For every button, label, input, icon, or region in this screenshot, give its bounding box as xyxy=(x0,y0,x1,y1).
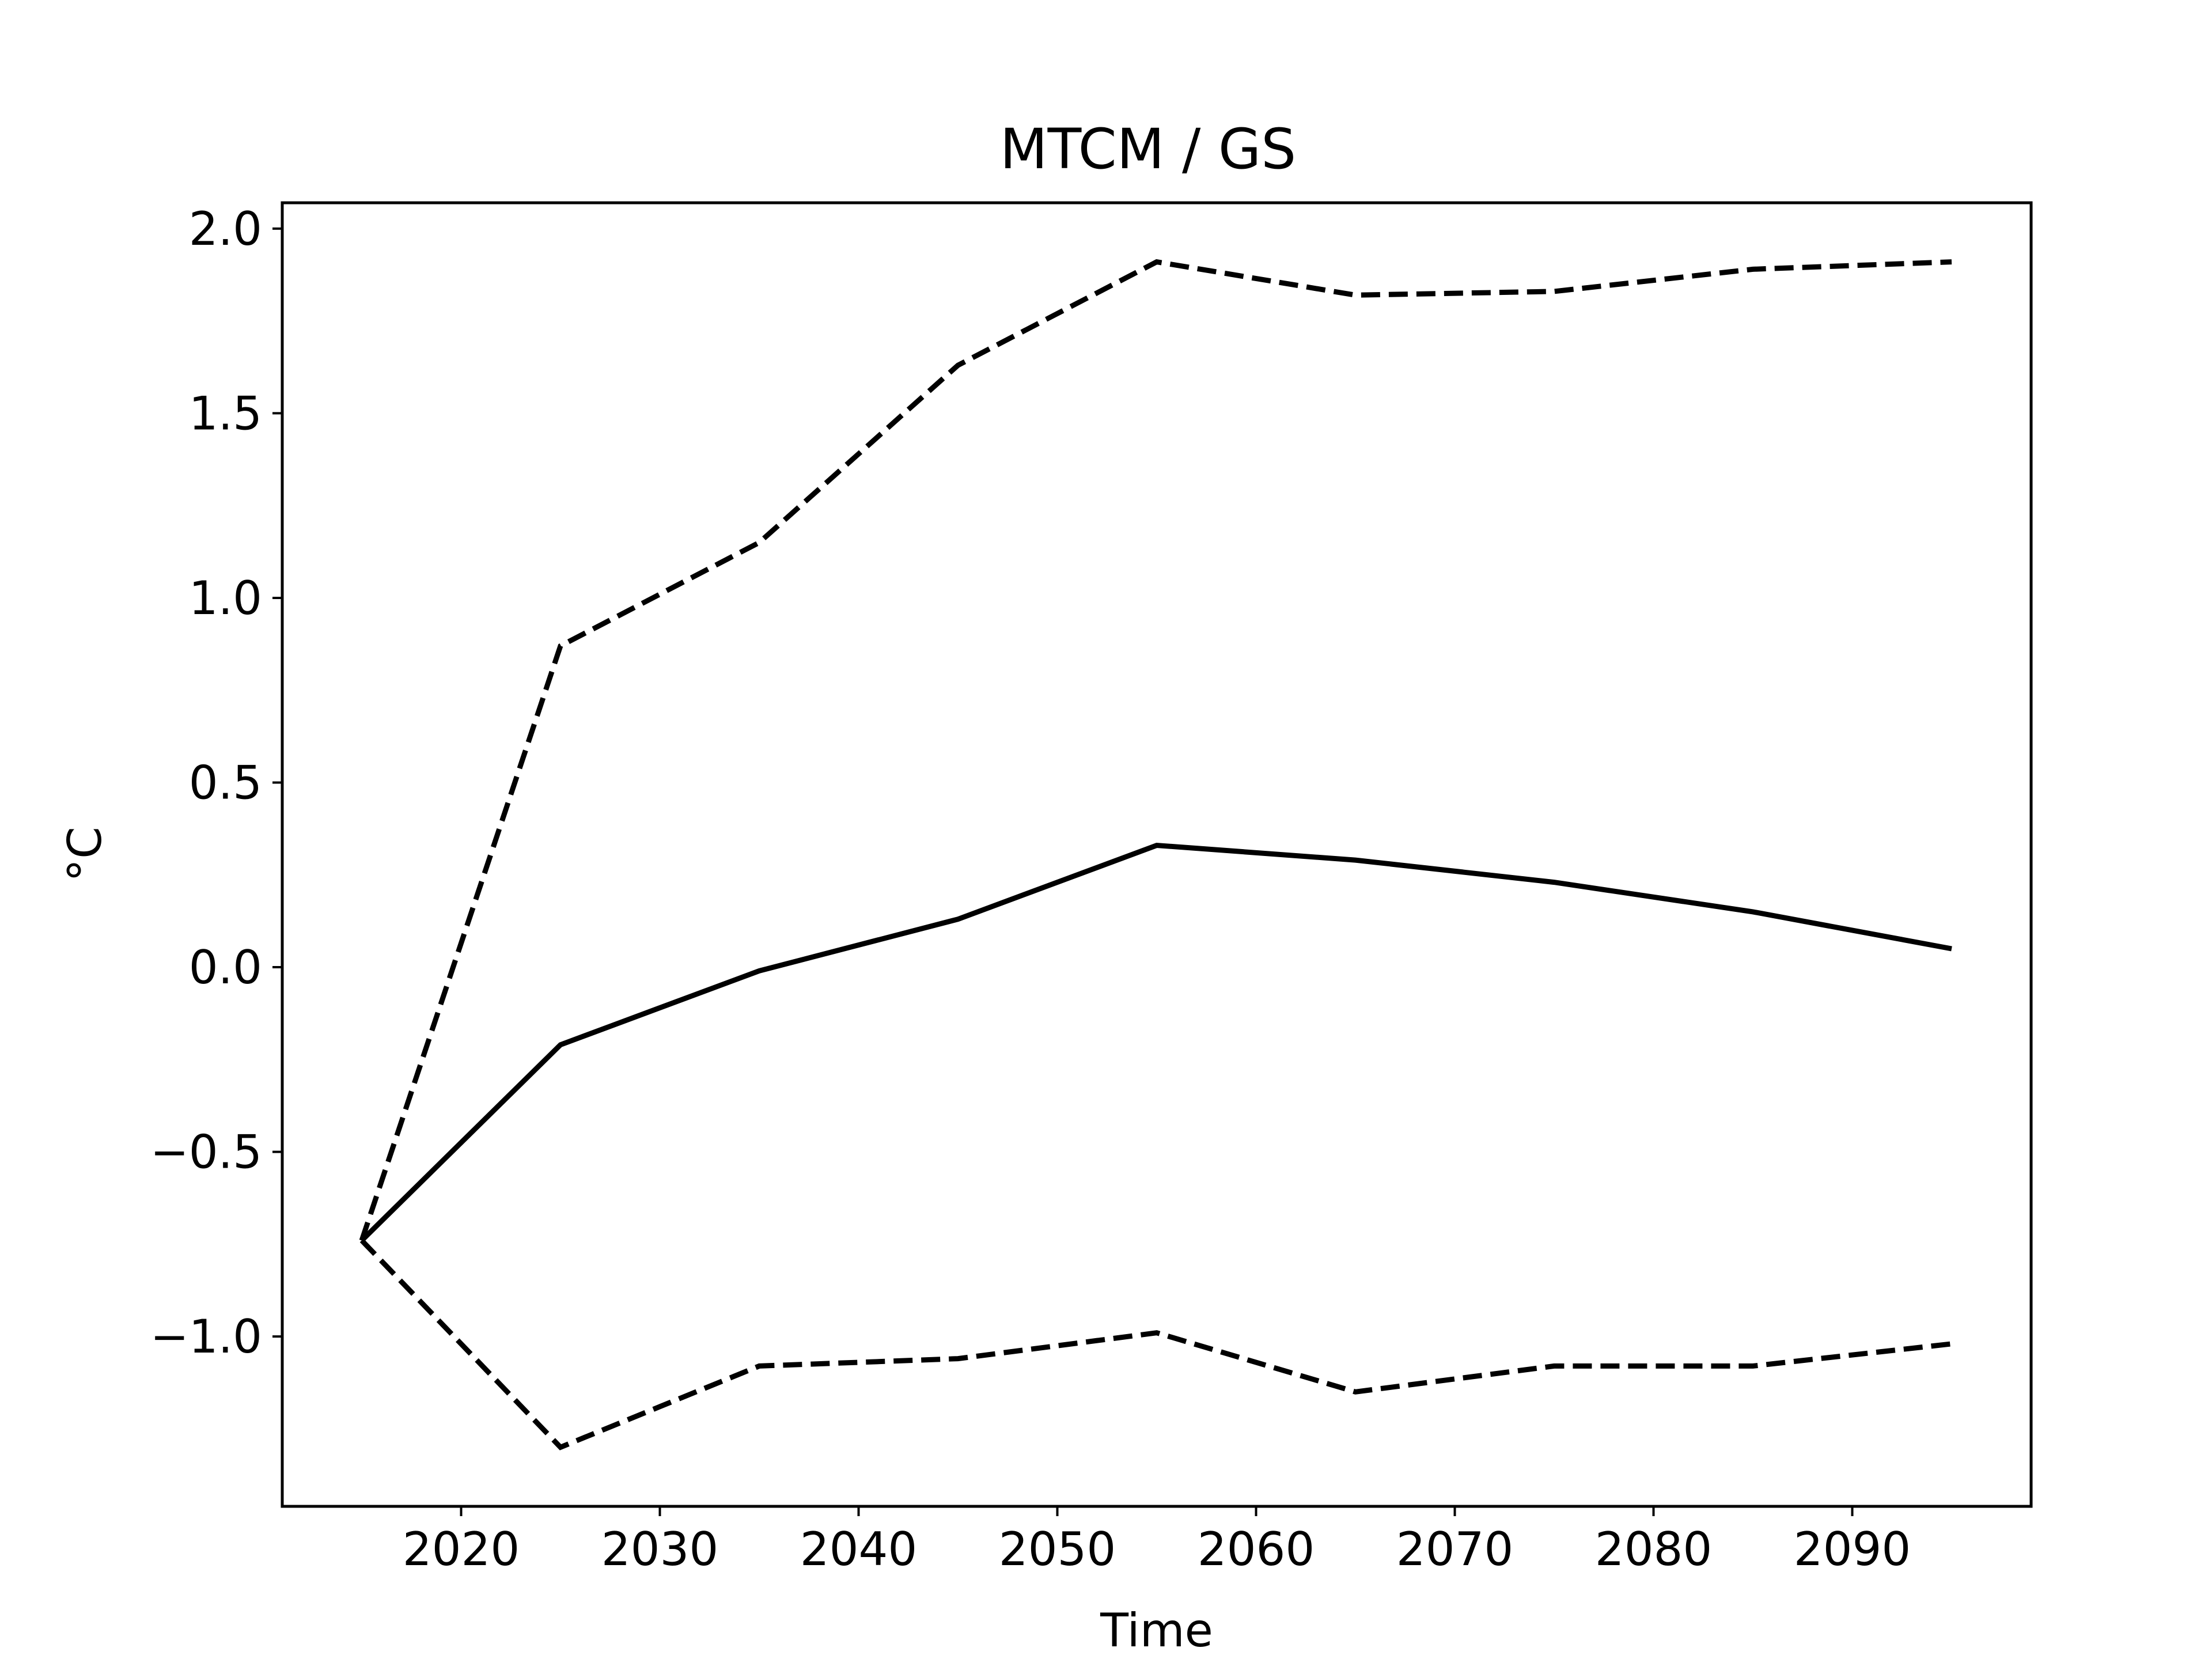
y-tick-label: 0.5 xyxy=(189,756,262,809)
x-tick-label: 2050 xyxy=(999,1522,1116,1576)
chart-title: MTCM / GS xyxy=(1000,117,1296,181)
x-tick-label: 2020 xyxy=(403,1522,520,1576)
x-tick-label: 2070 xyxy=(1396,1522,1514,1576)
y-axis: 2.0 1.5 1.0 0.5 0.0 −0.5 −1.0 xyxy=(150,202,282,1363)
y-tick-label: 0.0 xyxy=(189,941,262,994)
y-tick-label: 1.0 xyxy=(189,571,262,625)
x-tick-label: 2040 xyxy=(800,1522,918,1576)
x-tick-label: 2030 xyxy=(601,1522,719,1576)
y-tick-label: 1.5 xyxy=(189,387,262,440)
series-line-2 xyxy=(359,1238,1952,1450)
y-tick-label: 2.0 xyxy=(189,202,262,256)
x-tick-label: 2090 xyxy=(1794,1522,1911,1576)
series-line-0 xyxy=(359,842,1952,1243)
plot-frame xyxy=(281,201,2033,1508)
y-axis-label: °C xyxy=(58,827,112,882)
series-line-1 xyxy=(359,259,1952,1241)
plot-lines xyxy=(359,259,1952,1450)
x-axis: 2020 2030 2040 2050 2060 2070 2080 2090 xyxy=(403,1506,1911,1576)
x-axis-label: Time xyxy=(1100,1604,1213,1657)
x-tick-label: 2080 xyxy=(1595,1522,1713,1576)
x-tick-label: 2060 xyxy=(1198,1522,1315,1576)
y-tick-label: −1.0 xyxy=(150,1310,262,1363)
y-tick-label: −0.5 xyxy=(150,1126,262,1179)
